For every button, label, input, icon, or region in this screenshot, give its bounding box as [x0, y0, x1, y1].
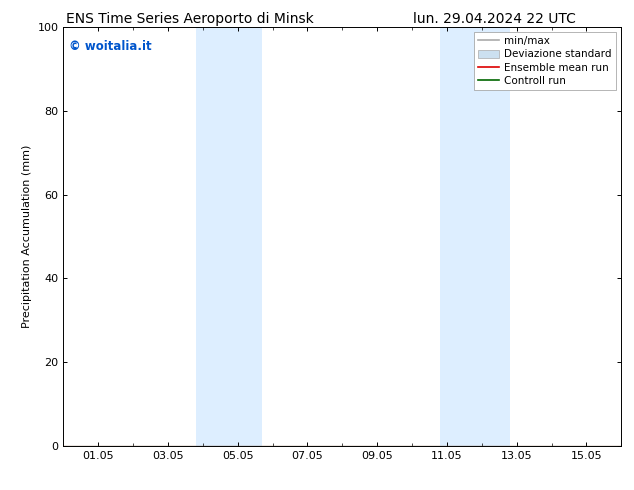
Bar	[221, 27, 262, 446]
Bar	[464, 27, 510, 446]
Bar	[196, 27, 221, 446]
Text: ENS Time Series Aeroporto di Minsk: ENS Time Series Aeroporto di Minsk	[67, 12, 314, 26]
Legend: min/max, Deviazione standard, Ensemble mean run, Controll run: min/max, Deviazione standard, Ensemble m…	[474, 32, 616, 90]
Text: © woitalia.it: © woitalia.it	[69, 40, 152, 52]
Bar	[440, 27, 464, 446]
Y-axis label: Precipitation Accumulation (mm): Precipitation Accumulation (mm)	[22, 145, 32, 328]
Text: lun. 29.04.2024 22 UTC: lun. 29.04.2024 22 UTC	[413, 12, 576, 26]
